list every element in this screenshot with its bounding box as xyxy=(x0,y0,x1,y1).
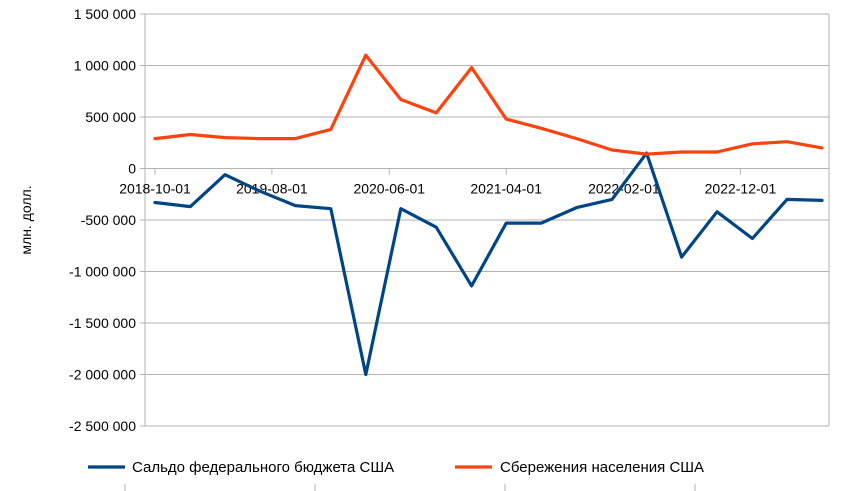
x-tick-label: 2020-06-01 xyxy=(353,181,425,197)
x-tick-label: 2018-10-01 xyxy=(119,181,191,197)
legend-label: Сальдо федерального бюджета США xyxy=(132,459,394,476)
legend: Сальдо федерального бюджета США Сбережени… xyxy=(88,459,704,476)
y-tick-label: -2 000 000 xyxy=(69,367,136,383)
legend-label: Сбережения населения США xyxy=(500,459,704,476)
y-tick-label: 1 000 000 xyxy=(74,58,136,74)
y-tick-label: -1 500 000 xyxy=(69,315,136,331)
x-axis: 2018-10-01 2019-08-01 2020-06-01 2021-04-01… xyxy=(119,168,829,197)
x-tick-label: 2022-12-01 xyxy=(705,181,777,197)
y-tick-label: -500 000 xyxy=(81,212,136,228)
y-axis-title: млн. долл. xyxy=(18,185,34,254)
y-tick-label: 1 500 000 xyxy=(74,6,136,22)
series-line-1 xyxy=(153,151,824,377)
bottom-separator-ticks xyxy=(124,484,696,491)
y-tick-label: -2 500 000 xyxy=(69,418,136,434)
x-tick-label: 2022-02-01 xyxy=(588,181,660,197)
y-tick-label: 500 000 xyxy=(85,109,136,125)
series-line-2 xyxy=(153,53,824,156)
y-tick-label: -1 000 000 xyxy=(69,264,136,280)
series-lines xyxy=(153,53,824,377)
gridlines xyxy=(140,13,830,427)
y-axis-tick-labels: 1 500 000 1 000 000 500 000 0 -500 000 -1 000… xyxy=(69,6,136,434)
x-tick-label: 2019-08-01 xyxy=(236,181,308,197)
y-tick-label: 0 xyxy=(128,161,136,177)
x-tick-label: 2021-04-01 xyxy=(470,181,542,197)
